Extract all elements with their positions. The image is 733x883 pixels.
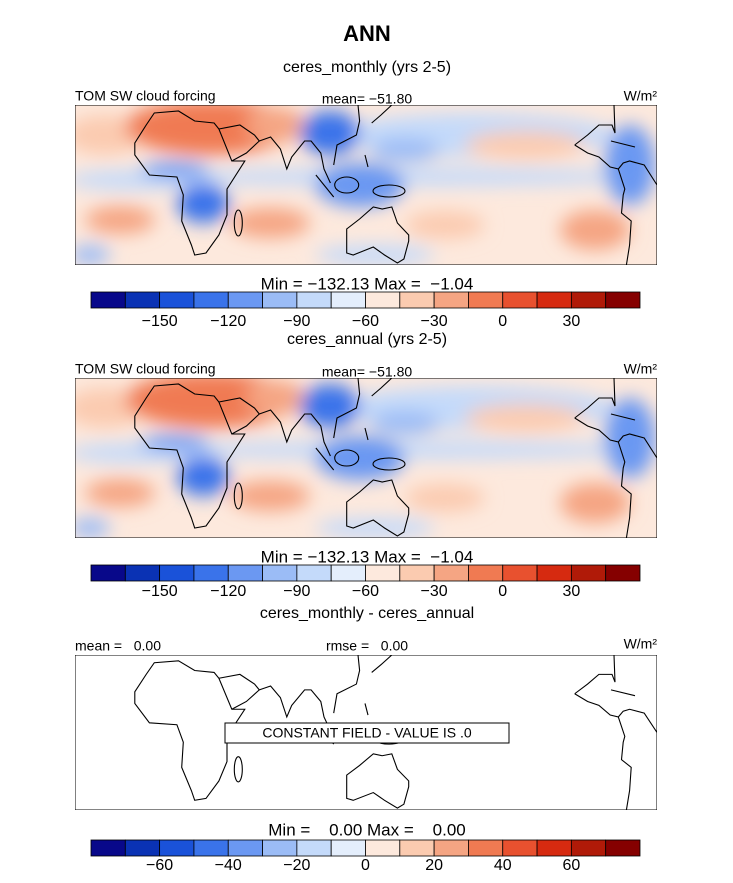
colorbar-box: [227, 839, 263, 857]
colorbar-box: [330, 564, 366, 582]
figure-title: ANN: [343, 21, 391, 46]
colorbar-box: [330, 291, 366, 309]
colorbar-box: [90, 839, 126, 857]
colorbar-box: [262, 291, 298, 309]
colorbar-box: [502, 564, 538, 582]
colorbar-tick-label: −30: [421, 583, 448, 600]
panel-units: W/m²: [624, 88, 658, 104]
panel-left-label: mean = 0.00: [75, 638, 161, 654]
colorbar-tick-label: 0: [498, 583, 507, 600]
colorbar-box: [399, 564, 435, 582]
panel-subtitle: ceres_annual (yrs 2-5): [287, 331, 447, 348]
colorbar-box: [399, 291, 435, 309]
colorbar-box: [296, 839, 332, 857]
colorbar-tick-label: 0: [361, 857, 370, 874]
colorbar-tick-label: −60: [352, 583, 379, 600]
colorbar-tick-label: 30: [562, 583, 580, 600]
colorbar-tick-label: 0: [498, 313, 507, 330]
colorbar-box: [193, 839, 229, 857]
colorbar-tick-label: −20: [283, 857, 310, 874]
colorbar-tick-label: −150: [142, 313, 178, 330]
colorbar-box: [159, 291, 195, 309]
colorbar-box: [90, 564, 126, 582]
colorbar-box: [193, 564, 229, 582]
colorbar-box: [365, 564, 401, 582]
colorbar-tick-label: −90: [283, 313, 310, 330]
panel-subtitle: ceres_monthly - ceres_annual: [260, 605, 474, 622]
colorbar-box: [570, 564, 607, 582]
colorbar-box: [124, 564, 161, 582]
constant-field-note: CONSTANT FIELD - VALUE IS .0: [262, 725, 471, 741]
colorbar-box: [124, 839, 161, 857]
colorbar-box: [159, 839, 195, 857]
colorbar-box: [468, 564, 504, 582]
colorbar-tick-label: 60: [562, 857, 580, 874]
colorbar-box: [433, 291, 469, 309]
colorbar-box: [468, 291, 504, 309]
colorbar-tick-label: −150: [142, 583, 178, 600]
colorbar-box: [399, 839, 435, 857]
colorbar-box: [536, 564, 572, 582]
colorbar-box: [570, 839, 607, 857]
colorbar-tick-label: −120: [210, 583, 246, 600]
colorbar-tick-label: 20: [425, 857, 443, 874]
map: [75, 105, 657, 265]
colorbar-tick-label: 40: [494, 857, 512, 874]
colorbar-box: [159, 564, 195, 582]
colorbar-box: [605, 839, 641, 857]
colorbar-box: [90, 291, 126, 309]
panel-left-label: TOM SW cloud forcing: [75, 88, 216, 104]
colorbar-tick-label: 30: [562, 313, 580, 330]
note-box: [224, 722, 510, 744]
min-max: Min = −132.13 Max = −1.04: [261, 547, 474, 566]
map: [75, 378, 657, 538]
colorbar-box: [433, 564, 469, 582]
colorbar-tick-label: −60: [352, 313, 379, 330]
colorbar-box: [536, 839, 572, 857]
colorbar-box: [193, 291, 229, 309]
colorbar-box: [468, 839, 504, 857]
colorbar-tick-label: −120: [210, 313, 246, 330]
colorbar-box: [330, 839, 366, 857]
colorbar-box: [605, 564, 641, 582]
colorbar-tick-label: −40: [215, 857, 242, 874]
colorbar-tick-label: −30: [421, 313, 448, 330]
colorbar-box: [227, 564, 263, 582]
colorbar-box: [262, 839, 298, 857]
panel-left-label: TOM SW cloud forcing: [75, 361, 216, 377]
colorbar-box: [570, 291, 607, 309]
colorbar-tick-label: −60: [146, 857, 173, 874]
colorbar-box: [502, 291, 538, 309]
colorbar-box: [433, 839, 469, 857]
colorbar-box: [536, 291, 572, 309]
panel-subtitle: ceres_monthly (yrs 2-5): [283, 59, 451, 76]
colorbar-box: [605, 291, 641, 309]
colorbar-box: [296, 564, 332, 582]
colorbar-box: [124, 291, 161, 309]
panel-center-label: mean= −51.80: [322, 364, 413, 380]
panel-units: W/m²: [624, 636, 658, 652]
panel-center-label: mean= −51.80: [322, 91, 413, 107]
min-max: Min = −132.13 Max = −1.04: [261, 274, 474, 293]
panel-center-label: rmse = 0.00: [326, 638, 408, 654]
colorbar-tick-label: −90: [283, 583, 310, 600]
colorbar-box: [262, 564, 298, 582]
colorbar-box: [227, 291, 263, 309]
colorbar-box: [502, 839, 538, 857]
colorbar-box: [365, 291, 401, 309]
min-max: Min = 0.00 Max = 0.00: [268, 820, 466, 839]
panel-units: W/m²: [624, 361, 658, 377]
colorbar-box: [365, 839, 401, 857]
colorbar-box: [296, 291, 332, 309]
